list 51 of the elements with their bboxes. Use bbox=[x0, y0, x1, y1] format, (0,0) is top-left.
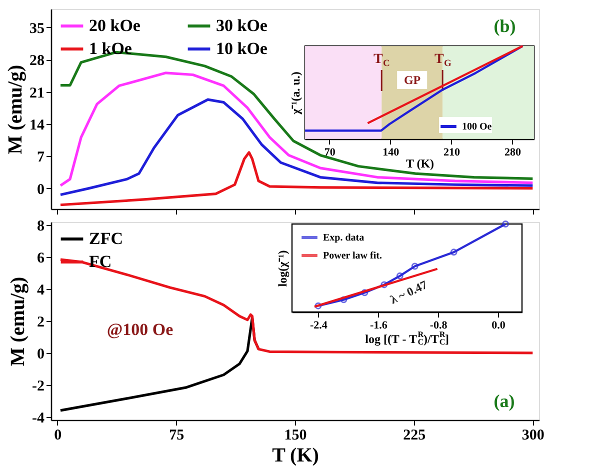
x-tick-label: 75 bbox=[169, 428, 184, 444]
x-tick-label: 0.0 bbox=[492, 320, 506, 332]
x-tick-label: 0 bbox=[54, 428, 62, 444]
x-tick-label: 70 bbox=[324, 146, 336, 158]
y-axis-title: χ⁻¹(a. u.) bbox=[288, 72, 302, 116]
y-tick-label: 21 bbox=[30, 85, 44, 102]
y-tick-label: 7 bbox=[37, 150, 45, 166]
point bbox=[411, 262, 418, 270]
legend-label: ZFC bbox=[89, 229, 123, 248]
y-tick-label: -4 bbox=[32, 410, 45, 426]
y-tick-label: 0 bbox=[37, 346, 44, 362]
x-tick-label: 150 bbox=[284, 428, 307, 444]
x-axis-title: T (K) bbox=[272, 444, 319, 466]
x-tick-label: 300 bbox=[522, 428, 544, 444]
x-tick-label: -1.6 bbox=[370, 320, 388, 332]
legend-label: Exp. data bbox=[323, 232, 364, 244]
y-tick-label: 6 bbox=[37, 250, 45, 267]
y-axis-title: log(χ⁻¹) bbox=[276, 250, 290, 287]
x-axis-title: T (K) bbox=[406, 156, 434, 170]
y-axis-title: M (emu/g) bbox=[7, 276, 30, 366]
legend-label: FC bbox=[89, 252, 112, 271]
legend-label: 100 Oe bbox=[462, 122, 492, 132]
annotation: (a) bbox=[494, 391, 515, 411]
y-tick-label: 8 bbox=[37, 218, 44, 235]
legend-label: 20 kOe bbox=[89, 16, 141, 35]
y-tick-label: 4 bbox=[37, 282, 45, 299]
y-tick-label: 0 bbox=[37, 182, 44, 198]
x-tick-label: 210 bbox=[444, 146, 461, 158]
y-tick-label: 2 bbox=[37, 314, 44, 330]
point bbox=[380, 281, 388, 288]
legend-label: 10 kOe bbox=[216, 39, 268, 58]
y-tick-label: -2 bbox=[32, 378, 44, 394]
band-label: GP bbox=[404, 73, 421, 87]
x-tick-label: 225 bbox=[403, 428, 426, 444]
legend-label: 30 kOe bbox=[216, 16, 268, 35]
annotation: (b) bbox=[494, 16, 516, 36]
y-tick-label: 28 bbox=[30, 53, 44, 70]
annotation: λ ~ 0.47 bbox=[388, 278, 430, 307]
x-tick-label: -0.8 bbox=[430, 320, 448, 332]
y-axis-title: M (emu/g) bbox=[4, 64, 26, 154]
annotation: @100 Oe bbox=[106, 320, 174, 339]
y-tick-label: 35 bbox=[30, 20, 44, 37]
point bbox=[396, 272, 404, 280]
x-tick-label: 280 bbox=[504, 146, 522, 158]
line-series bbox=[59, 72, 534, 187]
legend-label: Power law fit. bbox=[323, 250, 382, 262]
point bbox=[361, 289, 368, 296]
x-tick-label: -2.4 bbox=[310, 320, 328, 332]
point bbox=[450, 248, 458, 256]
y-tick-label: 14 bbox=[30, 117, 45, 134]
x-tick-label: 140 bbox=[382, 146, 400, 158]
